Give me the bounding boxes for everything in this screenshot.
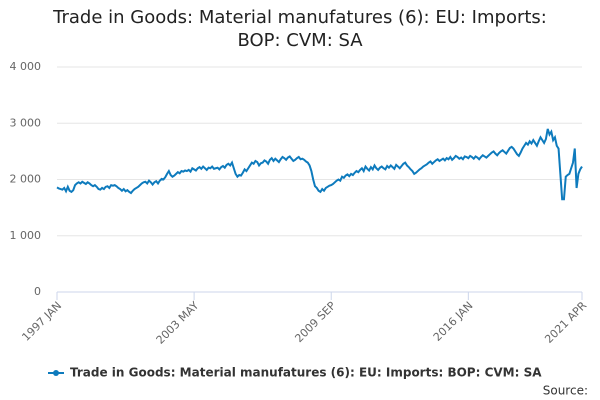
legend-marker bbox=[53, 370, 59, 376]
x-tick-label: 2021 APR bbox=[542, 299, 589, 346]
x-tick-label: 1997 JAN bbox=[19, 299, 64, 344]
legend-label: Trade in Goods: Material manufatures (6)… bbox=[70, 366, 542, 380]
y-tick-label: 3 000 bbox=[10, 116, 42, 129]
y-tick-label: 4 000 bbox=[10, 60, 42, 73]
y-tick-label: 0 bbox=[34, 285, 41, 298]
y-tick-label: 2 000 bbox=[10, 173, 42, 186]
y-tick-label: 1 000 bbox=[10, 229, 42, 242]
x-tick-label: 2009 SEP bbox=[292, 299, 338, 345]
chart-title: Trade in Goods: Material manufatures (6)… bbox=[53, 7, 547, 51]
x-tick-label: 2016 JAN bbox=[431, 299, 476, 344]
x-tick-label: 2003 MAY bbox=[154, 299, 202, 347]
source: Source: bbox=[543, 384, 588, 398]
series-line bbox=[56, 128, 583, 201]
